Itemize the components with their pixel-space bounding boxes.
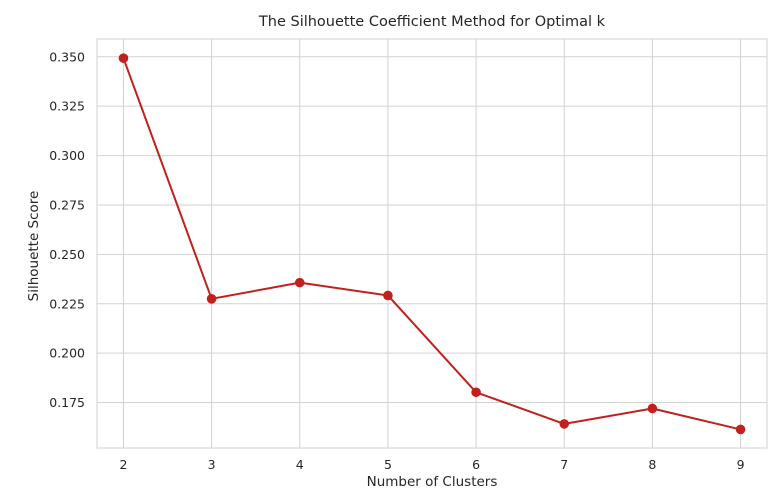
x-tick-label: 7 xyxy=(560,457,568,472)
data-point xyxy=(735,424,746,435)
data-point xyxy=(471,387,481,398)
x-tick-label: 6 xyxy=(472,457,480,472)
x-tick-label: 8 xyxy=(648,457,656,472)
y-tick-labels: 0.175 0.200 0.225 0.250 0.275 0.300 0.325 0.350 xyxy=(49,49,85,410)
y-tick-label: 0.175 xyxy=(49,395,85,410)
y-tick-label: 0.325 xyxy=(49,99,85,114)
plot-frame xyxy=(96,38,768,449)
chart-title: The Silhouette Coefficient Method for Op… xyxy=(258,14,606,30)
y-tick-label: 0.300 xyxy=(49,148,85,163)
data-point xyxy=(294,277,305,288)
x-tick-label: 9 xyxy=(737,457,745,472)
data-point xyxy=(206,294,217,304)
data-point xyxy=(647,403,658,414)
y-tick-label: 0.225 xyxy=(49,296,85,311)
y-tick-label: 0.250 xyxy=(49,247,85,262)
x-tick-label: 4 xyxy=(296,457,304,472)
data-point xyxy=(118,53,129,63)
y-tick-label: 0.275 xyxy=(49,197,85,212)
x-tick-labels: 2 3 4 5 6 7 8 9 xyxy=(119,457,744,472)
grid-lines xyxy=(97,39,767,448)
y-axis-title: Silhouette Score xyxy=(26,191,42,302)
x-tick-label: 2 xyxy=(119,457,127,472)
data-point xyxy=(383,290,393,301)
y-tick-label: 0.350 xyxy=(49,49,85,64)
y-tick-label: 0.200 xyxy=(49,346,85,361)
x-axis-title: Number of Clusters xyxy=(367,474,498,490)
data-point xyxy=(559,419,570,429)
x-tick-label: 3 xyxy=(208,457,216,472)
series-line xyxy=(122,57,741,431)
x-tick-label: 5 xyxy=(384,457,392,472)
series-layer xyxy=(118,53,746,435)
